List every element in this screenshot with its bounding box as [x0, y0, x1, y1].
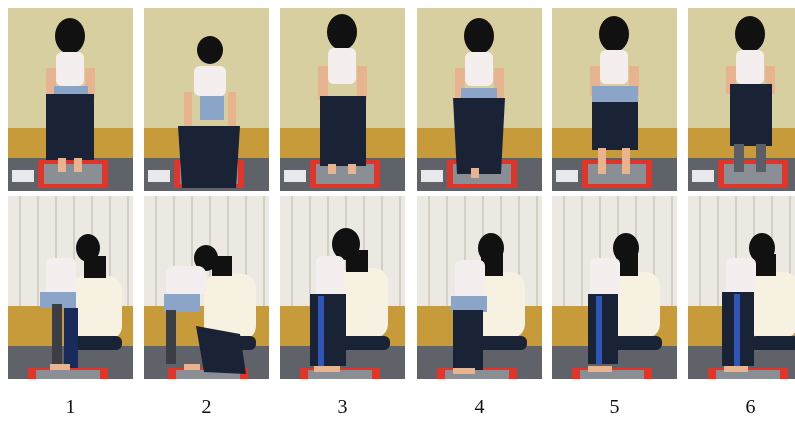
photo-side-6 [688, 196, 795, 379]
photo-side-image [8, 196, 133, 379]
photo-side-4 [417, 196, 542, 379]
step-label: 4 [474, 396, 485, 418]
photo-front-image [688, 8, 795, 191]
photo-front-6 [688, 8, 795, 191]
step-label: 3 [337, 396, 348, 418]
photo-side-image [417, 196, 542, 379]
photo-side-1 [8, 196, 133, 379]
photo-side-image [144, 196, 269, 379]
step-label: 1 [65, 396, 76, 418]
photo-front-image [144, 8, 269, 191]
step-label: 2 [201, 396, 212, 418]
photo-front-image [280, 8, 405, 191]
photo-side-5 [552, 196, 677, 379]
step-label: 5 [609, 396, 620, 418]
photo-front-2 [144, 8, 269, 191]
photo-front-image [552, 8, 677, 191]
photo-front-5 [552, 8, 677, 191]
photo-side-2 [144, 196, 269, 379]
photo-front-image [8, 8, 133, 191]
step-label: 6 [745, 396, 756, 418]
photo-side-image [552, 196, 677, 379]
photo-front-1 [8, 8, 133, 191]
photo-side-3 [280, 196, 405, 379]
photo-front-4 [417, 8, 542, 191]
photo-front-image [417, 8, 542, 191]
photo-side-image [280, 196, 405, 379]
photo-side-image [688, 196, 795, 379]
photo-front-3 [280, 8, 405, 191]
